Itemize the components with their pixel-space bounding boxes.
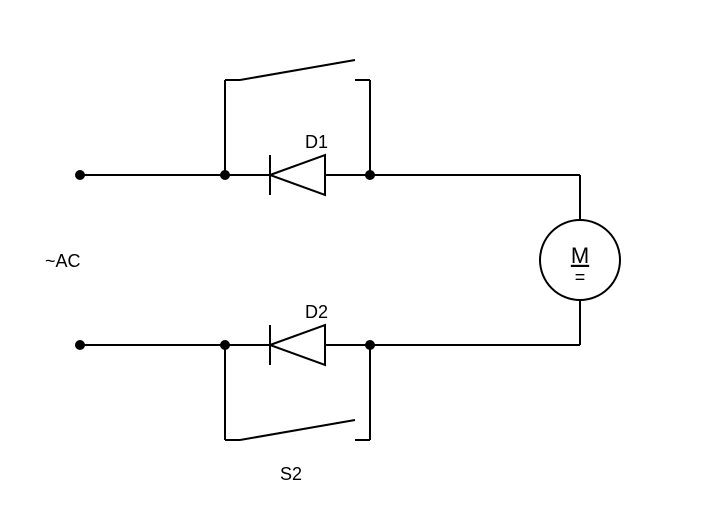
motor-dc-label: = [575,267,586,287]
switch-s2-arm [240,420,355,440]
diode-d2-triangle [270,325,325,365]
switch-s1-arm [240,60,355,80]
diode-d1-triangle [270,155,325,195]
node-d1-left [220,170,230,180]
label-ac: ~AC [45,251,81,271]
label-d1: D1 [305,132,328,152]
node-d2-right [365,340,375,350]
node-d1-right [365,170,375,180]
motor-label: M [571,243,589,268]
node-ac-bottom [75,340,85,350]
label-d2: D2 [305,302,328,322]
label-s2: S2 [280,464,302,484]
node-ac-top [75,170,85,180]
node-d2-left [220,340,230,350]
